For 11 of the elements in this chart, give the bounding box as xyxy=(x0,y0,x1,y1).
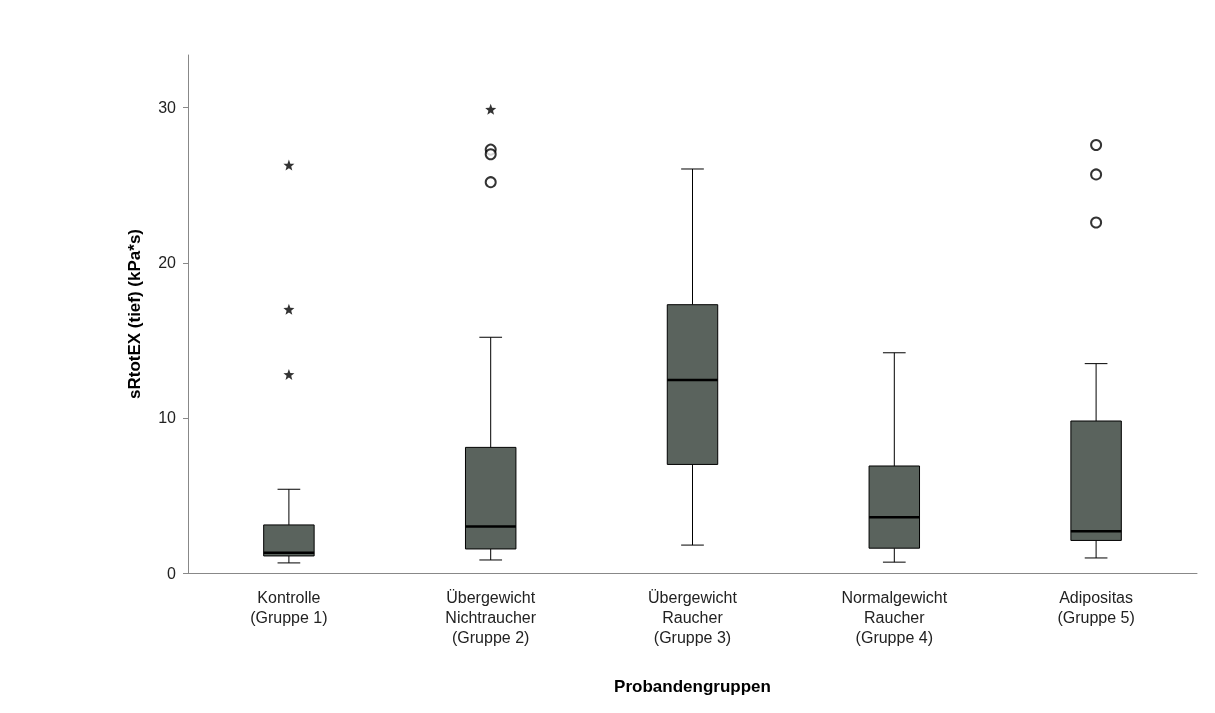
x-tick-label: Übergewicht Nichtraucher (Gruppe 2) xyxy=(445,588,537,646)
x-tick-label: Adipositas (Gruppe 5) xyxy=(1057,588,1135,626)
y-tick-label: 20 xyxy=(158,254,177,272)
x-tick-label: Kontrolle (Gruppe 1) xyxy=(250,588,328,626)
y-tick-label: 30 xyxy=(158,99,177,117)
x-axis-title: Probandengruppen xyxy=(614,677,771,696)
x-tick-label: Übergewicht Raucher (Gruppe 3) xyxy=(648,588,738,646)
y-tick-label: 0 xyxy=(167,564,177,582)
y-tick-label: 10 xyxy=(158,409,177,427)
y-axis-title: sRtotEX (tief) (kPa*s) xyxy=(125,228,144,400)
x-tick-label: Normalgewicht Raucher (Gruppe 4) xyxy=(841,588,948,646)
